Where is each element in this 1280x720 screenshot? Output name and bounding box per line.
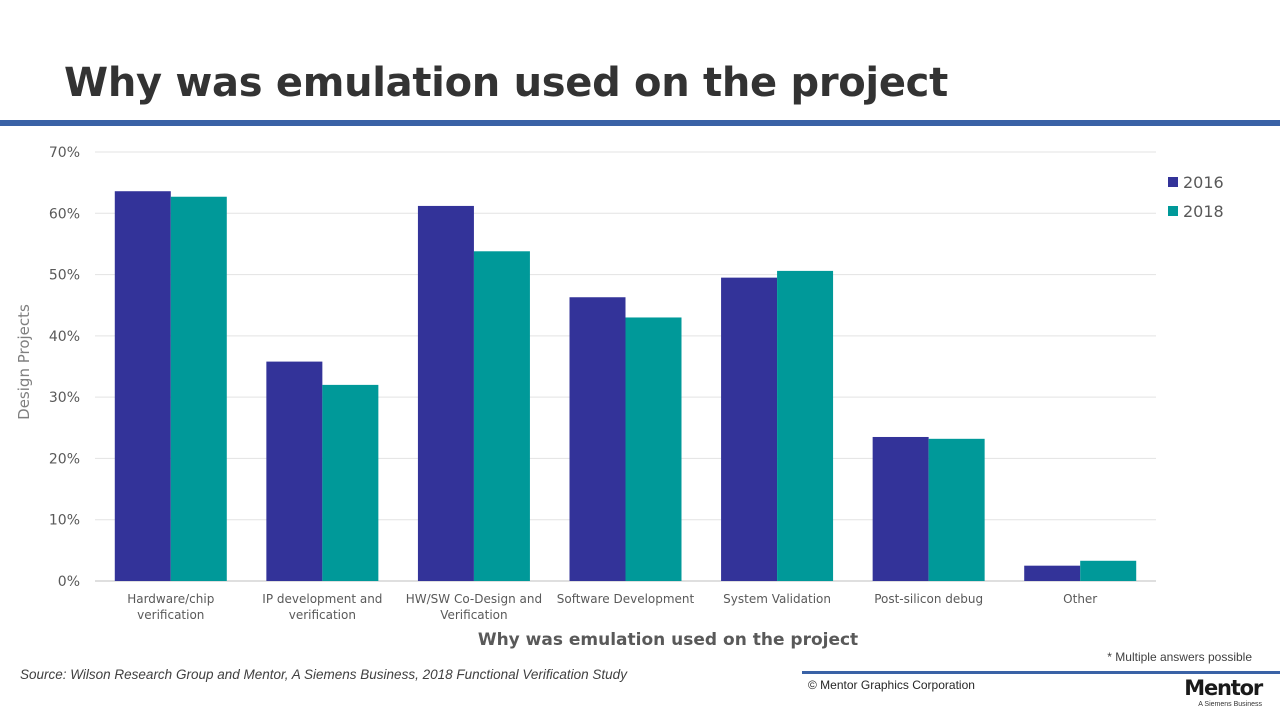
- y-tick-label: 20%: [49, 451, 80, 467]
- bar-chart: 0% 10% 20% 30% 40% 50% 60% 70% Hardware/chip ver…: [15, 145, 1224, 650]
- logo-name: Mentor: [1184, 676, 1263, 700]
- bars: [114, 191, 1137, 582]
- bar-2016: [569, 297, 626, 581]
- bar-2018: [473, 251, 530, 582]
- x-category-label: System Validation: [723, 592, 831, 606]
- title-rule: [0, 120, 1280, 126]
- bar-2016: [721, 277, 778, 581]
- x-category-label: IP development and verification: [262, 592, 382, 622]
- y-tick-label: 0%: [58, 574, 80, 590]
- x-category-label: HW/SW Co-Design and Verification: [406, 592, 542, 622]
- bar-2016: [1024, 565, 1081, 581]
- x-category-label: Post-silicon debug: [874, 592, 983, 606]
- bar-2018: [928, 438, 985, 581]
- y-tick-label: 50%: [49, 268, 80, 284]
- y-tick-label: 40%: [49, 329, 80, 345]
- x-category-label: Hardware/chip verification: [127, 592, 214, 622]
- x-category-label: Software Development: [557, 592, 695, 606]
- bar-2016: [417, 205, 474, 581]
- bar-2018: [777, 270, 834, 581]
- y-tick-label: 10%: [49, 513, 80, 529]
- x-axis-title: Why was emulation used on the project: [478, 630, 858, 650]
- copyright-text: © Mentor Graphics Corporation: [808, 678, 975, 692]
- legend-swatch-2018: [1168, 206, 1178, 216]
- bar-2018: [322, 384, 379, 581]
- x-category-label: Other: [1063, 592, 1097, 606]
- bar-2016: [872, 436, 929, 581]
- y-tick-label: 30%: [49, 390, 80, 406]
- y-tick-label: 60%: [49, 206, 80, 222]
- bar-2018: [170, 196, 227, 581]
- logo-tagline: A Siemens Business: [1198, 701, 1262, 708]
- bar-2018: [1080, 560, 1137, 581]
- legend-swatch-2016: [1168, 177, 1178, 187]
- y-tick-labels: 0% 10% 20% 30% 40% 50% 60% 70%: [49, 145, 80, 590]
- bar-2016: [114, 191, 171, 582]
- y-tick-label: 70%: [49, 145, 80, 161]
- mentor-logo: Mentor A Siemens Business: [1184, 676, 1263, 709]
- y-axis-title: Design Projects: [15, 304, 33, 420]
- bar-2018: [625, 317, 682, 581]
- legend-label-2018: 2018: [1183, 202, 1224, 221]
- x-category-labels: Hardware/chip verification IP development …: [127, 592, 1097, 622]
- footer-rule: [802, 671, 1280, 674]
- slide-title: Why was emulation used on the project: [64, 60, 948, 106]
- legend: 2016 2018: [1168, 173, 1224, 221]
- bar-2016: [266, 361, 323, 581]
- legend-label-2016: 2016: [1183, 173, 1224, 192]
- multiple-answers-note: * Multiple answers possible: [1107, 650, 1252, 664]
- source-note: Source: Wilson Research Group and Mentor…: [20, 667, 627, 682]
